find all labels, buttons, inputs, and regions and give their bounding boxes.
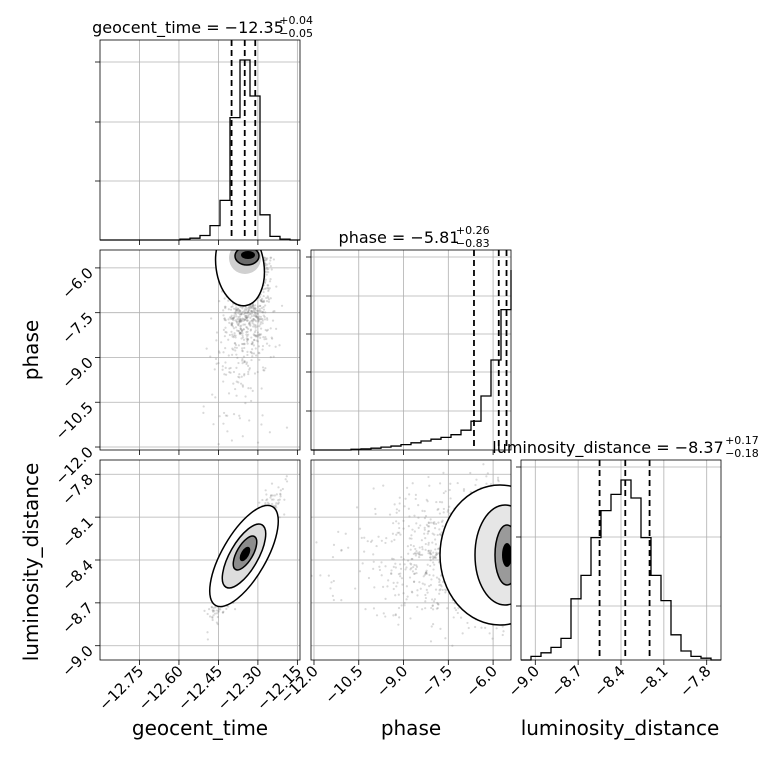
phase-axis-xtick-label-3: −7.5: [418, 662, 456, 700]
phase-axis-xtick-label-2: −9.0: [373, 662, 411, 700]
scatter-ld-vs-geocent-time: [100, 460, 300, 660]
contour-core: [241, 251, 255, 259]
panel-title-text: luminosity_distance = −8.37: [492, 438, 723, 458]
contour-core: [502, 543, 512, 567]
panel-title-phase: phase = −5.81+0.26−0.83: [339, 224, 490, 250]
ld-axis-xtick-label-2: −8.4: [590, 662, 628, 700]
ld-axis-xtick-label-4: −7.8: [676, 662, 714, 700]
ld-axis-xtick-label-1: −8.7: [547, 662, 585, 700]
ld-y-axis-ytick-label-2: −8.4: [58, 556, 96, 594]
panel-title-minus: −0.05: [279, 27, 313, 40]
ld-axis-xtick-label-3: −8.1: [633, 662, 671, 700]
panel-title-minus: −0.83: [456, 237, 490, 250]
panel-title-minus: −0.18: [725, 447, 759, 460]
ld-y-axis-ytick-label-0: −9.0: [58, 642, 96, 680]
phase-y-axis-ytick-label-3: −7.5: [58, 309, 96, 347]
y-axis-label-luminosity-distance: luminosity_distance: [19, 463, 43, 662]
x-axis-label-geocent-time: geocent_time: [132, 716, 268, 740]
phase-y-axis-ytick-label-4: −6.0: [58, 264, 96, 302]
ld-axis-xtick-label-0: −9.0: [505, 662, 543, 700]
panel-title-geocent_time: geocent_time = −12.35+0.04−0.05: [92, 14, 313, 40]
phase-axis-xtick-label-1: −10.5: [321, 662, 366, 707]
x-axis-label-luminosity-distance: luminosity_distance: [521, 716, 720, 740]
panel-title-text: phase = −5.81: [339, 228, 460, 247]
hist-phase: [311, 250, 511, 450]
phase-y-axis-ytick-label-2: −9.0: [58, 354, 96, 392]
panel-title-plus: +0.26: [456, 224, 490, 237]
phase-y-axis-ytick-label-1: −10.5: [52, 398, 97, 443]
ld-y-axis-ytick-label-1: −8.7: [58, 599, 96, 637]
scatter-ld-vs-phase: [286, 460, 560, 660]
panel-title-plus: +0.04: [279, 14, 313, 27]
x-axis-label-phase: phase: [381, 716, 441, 740]
panel-title-luminosity_distance: luminosity_distance = −8.37+0.17−0.18: [492, 434, 759, 460]
panel-title-plus: +0.17: [725, 434, 759, 447]
hist-geocent-time: [100, 40, 300, 240]
hist-geocent-time-background: [100, 40, 300, 240]
ld-y-axis-ytick-label-3: −8.1: [58, 513, 96, 551]
y-axis-label-phase: phase: [19, 320, 43, 380]
panel-title-text: geocent_time = −12.35: [92, 18, 284, 38]
phase-axis-xtick-label-4: −6.0: [462, 662, 500, 700]
hist-luminosity-distance: [521, 460, 721, 660]
